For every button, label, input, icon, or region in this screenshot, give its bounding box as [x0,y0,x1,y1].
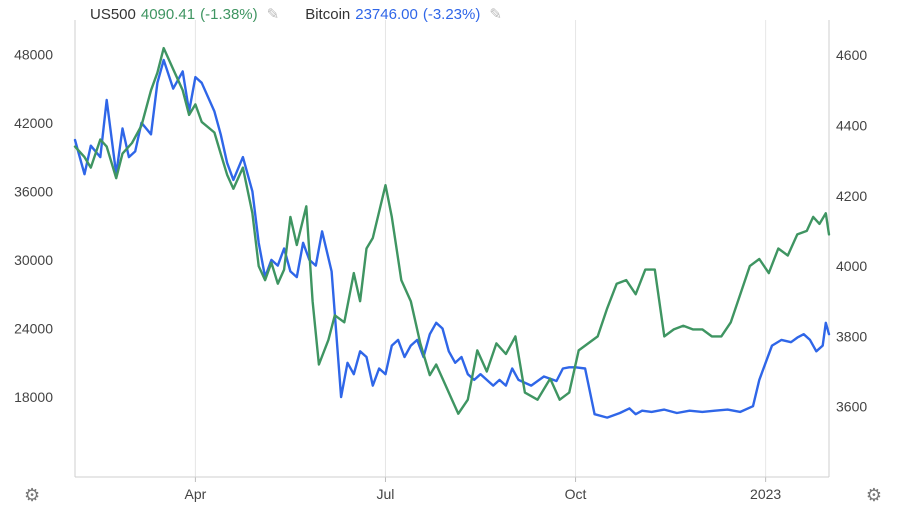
series-lines [73,46,831,419]
right-tick-label-3: 4000 [836,258,867,274]
series-line-us500 [73,46,831,415]
legend-bitcoin-value: 23746.00 [355,5,418,23]
legend-item-bitcoin[interactable]: Bitcoin 23746.00 (-3.23%) ✎ [305,5,502,24]
right-tick-label-0: 4600 [836,47,867,63]
legend-us500-symbol: US500 [90,5,136,23]
left-tick-label-5: 18000 [14,389,53,405]
right-tick-label-2: 4200 [836,188,867,204]
right-tick-label-5: 3600 [836,399,867,415]
left-tick-label-2: 36000 [14,183,53,199]
left-axis-ticks: 48000 42000 36000 30000 24000 18000 [14,46,53,405]
x-tick-label-3: 2023 [750,486,781,502]
legend: US500 4090.41 (-1.38%) ✎ Bitcoin 23746.0… [90,5,502,24]
pencil-icon[interactable]: ✎ [266,6,280,23]
legend-us500-value: 4090.41 [140,5,196,23]
left-tick-label-0: 48000 [14,46,53,62]
left-tick-label-4: 24000 [14,320,53,336]
vertical-gridlines [194,20,767,482]
right-tick-label-4: 3800 [836,328,867,344]
left-tick-label-1: 42000 [14,115,53,131]
legend-bitcoin-change: (-3.23%) [422,5,481,23]
x-axis-ticks: Apr Jul Oct 2023 [184,486,781,502]
legend-us500-change: (-1.38%) [200,5,258,23]
left-gear-icon[interactable]: ⚙ [24,485,41,505]
x-tick-label-1: Jul [377,486,395,502]
legend-bitcoin-symbol: Bitcoin [305,5,351,23]
right-axis-ticks: 4600 4400 4200 4000 3800 3600 [836,47,867,415]
x-tick-label-2: Oct [565,486,587,502]
x-tick-label-0: Apr [184,486,206,502]
legend-item-us500[interactable]: US500 4090.41 (-1.38%) ✎ [90,5,280,24]
right-gear-icon[interactable]: ⚙ [865,485,882,505]
left-tick-label-3: 30000 [14,252,53,268]
pencil-icon[interactable]: ✎ [489,6,502,23]
right-tick-label-1: 4400 [836,117,867,133]
